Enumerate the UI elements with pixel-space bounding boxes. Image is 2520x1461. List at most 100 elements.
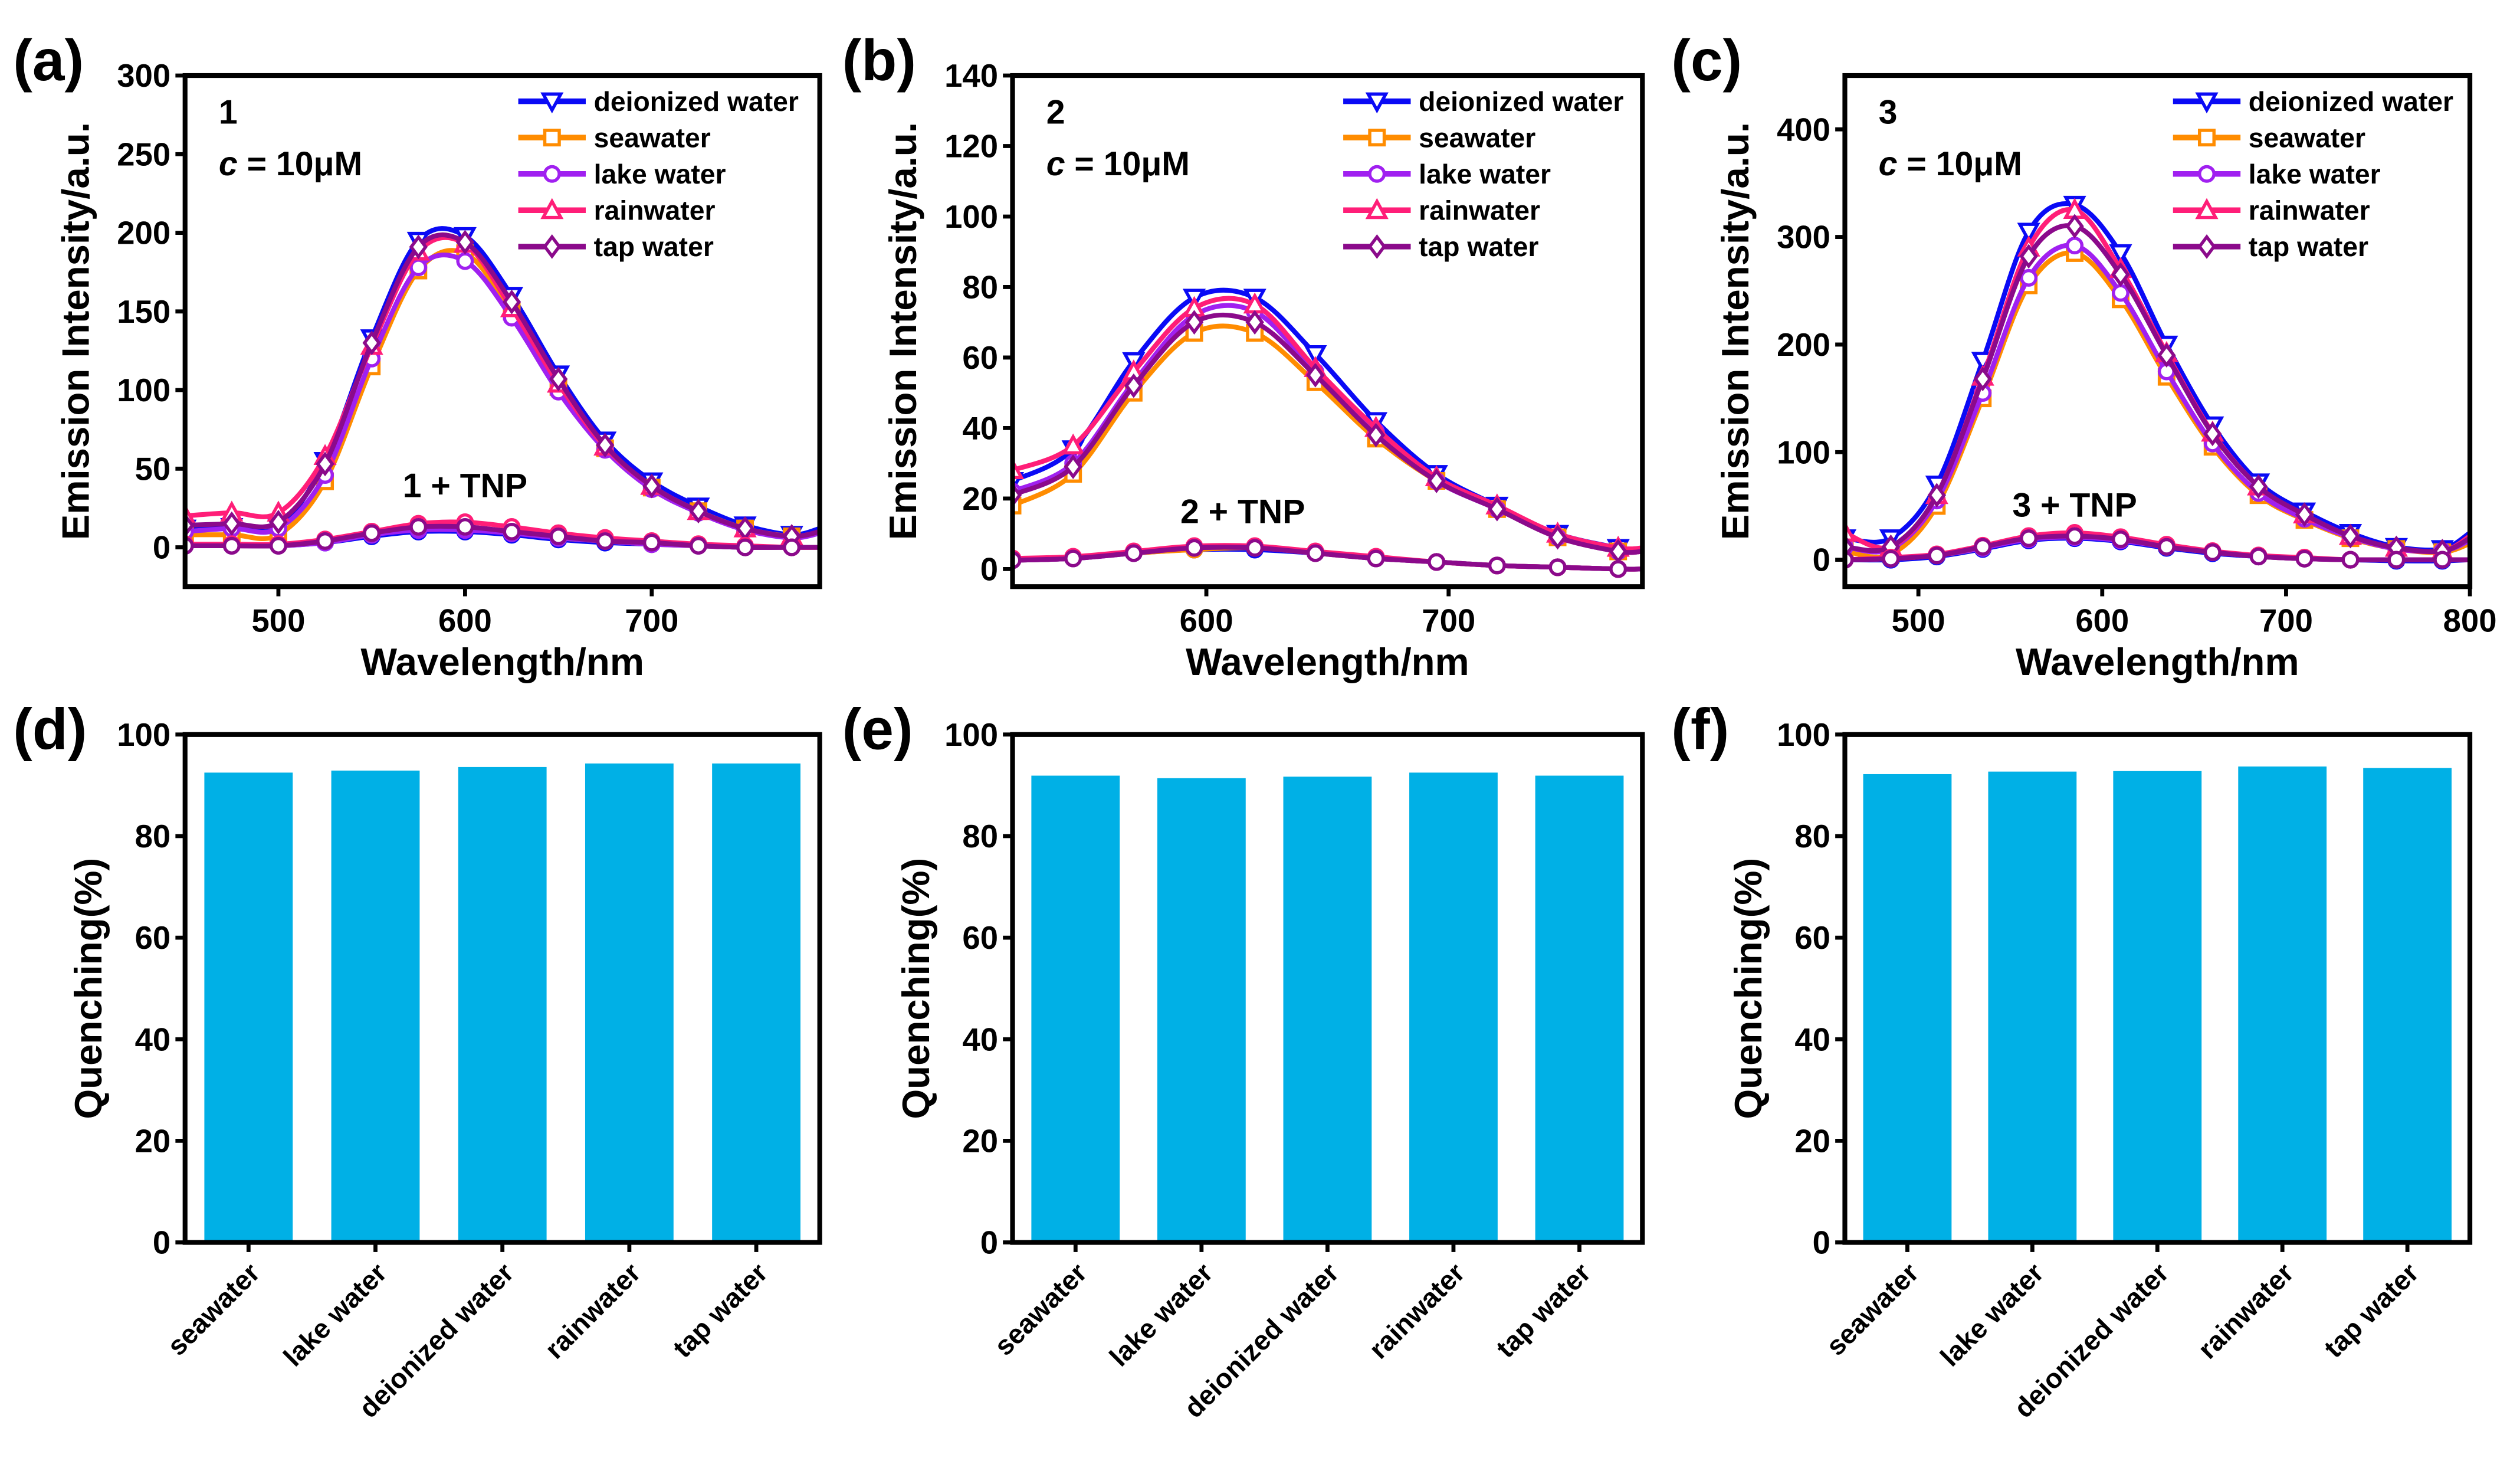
legend-label: tap water [594, 231, 714, 262]
bar-tap-water [1535, 775, 1624, 1243]
legend-item: seawater [518, 123, 711, 153]
legend-label: rainwater [1419, 195, 1540, 226]
y-tick-label: 80 [1794, 818, 1830, 854]
series-point [2111, 284, 2129, 302]
legend-label: tap water [2249, 231, 2368, 262]
x-axis-label: Wavelength/nm [1186, 640, 1469, 683]
panel-label: (b) [842, 28, 916, 93]
y-tick-label: 40 [962, 1021, 998, 1057]
legend-item: rainwater [1343, 195, 1540, 226]
concentration-value: = 10μM [1065, 145, 1190, 183]
tnp-series-point [363, 524, 381, 542]
legend-item: seawater [1343, 123, 1535, 153]
y-tick-label: 300 [117, 58, 170, 94]
legend-label: deionized water [594, 86, 799, 117]
y-tick-label: 80 [135, 818, 171, 854]
y-tick-label: 100 [1777, 434, 1830, 470]
series-point [1366, 422, 1386, 448]
tnp-series-point [1428, 553, 1446, 571]
tnp-series-point [1882, 549, 1900, 568]
bar-tap-water [712, 763, 800, 1243]
concentration-label: c = 10μM [1879, 145, 2022, 183]
y-tick-label: 400 [1777, 112, 1830, 148]
series-point [362, 330, 381, 355]
y-axis-label: Quenching(%) [894, 858, 937, 1119]
tnp-series-point [783, 538, 801, 556]
concentration-value: = 10μM [1898, 145, 2022, 183]
x-tick-label: 500 [252, 602, 306, 638]
tnp-series-point [1367, 549, 1385, 568]
series-point [1973, 366, 1992, 392]
series-point [316, 451, 334, 477]
tnp-series-point [2020, 529, 2038, 548]
panel-label: (f) [1671, 696, 1729, 761]
tnp-series-point [1185, 539, 1203, 557]
panel-d: (d) 0 20 40 60 80 100 Quenching(%) seawater lake … [13, 696, 822, 1424]
series-point [1927, 483, 1946, 508]
tnp-series-point [2066, 527, 2084, 545]
series-point [596, 433, 615, 458]
tnp-series-point [269, 536, 287, 555]
tnp-series-point [596, 532, 614, 550]
legend-item: tap water [518, 231, 714, 262]
plot-area [185, 226, 820, 556]
series-point [1124, 373, 1143, 398]
tnp-series-point [1928, 546, 1946, 565]
y-tick-label: 0 [1813, 542, 1830, 578]
y-tick-label: 60 [962, 340, 998, 376]
bar-rainwater [585, 763, 674, 1243]
y-tick-label: 150 [117, 294, 170, 330]
x-tick-label: 700 [2259, 602, 2313, 638]
legend-marker [2197, 234, 2216, 259]
plot-frame [1010, 732, 1645, 1245]
legend-item: tap water [1343, 231, 1538, 262]
tnp-series-point [2249, 548, 2268, 566]
tnp-series-point [1609, 560, 1628, 578]
tnp-series-point [736, 538, 754, 556]
tnp-series-point [456, 517, 474, 536]
tnp-series-point [1064, 549, 1082, 568]
x-tick-label: rainwater [539, 1257, 646, 1364]
tnp-series-point [549, 527, 567, 545]
y-tick-label: 20 [962, 1123, 998, 1159]
legend-marker [2195, 92, 2219, 114]
plot-area [1012, 287, 1643, 578]
legend-marker [1367, 234, 1386, 259]
series-line-tap-water [185, 232, 820, 539]
y-tick-label: 0 [980, 551, 998, 587]
tnp-annotation: 2 + TNP [1180, 493, 1305, 531]
tnp-series-point [316, 532, 334, 550]
series-point [689, 499, 708, 524]
series-point [2065, 214, 2084, 239]
series-point [502, 289, 521, 315]
bar-tap-water [2363, 768, 2452, 1243]
series-point [1061, 433, 1085, 455]
y-tick-label: 120 [944, 129, 998, 165]
x-tick-label: seawater [988, 1257, 1092, 1361]
tnp-series-point [2341, 551, 2360, 569]
tnp-series-point [409, 517, 428, 536]
bar-rainwater [2238, 766, 2327, 1243]
y-axis-label: Quenching(%) [1727, 858, 1770, 1119]
x-tick-label: 700 [625, 602, 678, 638]
legend-marker [543, 165, 561, 183]
x-tick-label: 800 [2443, 602, 2497, 638]
y-tick-label: 20 [1794, 1123, 1830, 1159]
y-tick-label: 100 [944, 717, 998, 753]
y-tick-label: 200 [117, 215, 170, 251]
series-point [2295, 502, 2314, 527]
tnp-series-point [2433, 551, 2452, 569]
panel-label: (c) [1671, 28, 1742, 93]
legend-label: lake water [594, 159, 726, 189]
panel-f: (f) 0 20 40 60 80 100 Quenching(%) seawater lake … [1671, 696, 2473, 1424]
y-tick-label: 0 [1813, 1225, 1830, 1261]
bar-seawater [1863, 774, 1952, 1243]
compound-label: 2 [1046, 94, 1065, 132]
y-axis-label: Emission Intensity/a.u. [881, 122, 924, 540]
x-tick-label: tap water [2318, 1257, 2424, 1363]
tnp-series-point [2203, 543, 2222, 561]
tnp-series-point [1246, 539, 1264, 557]
series-point [2109, 244, 2132, 266]
bar-rainwater [1409, 772, 1498, 1243]
